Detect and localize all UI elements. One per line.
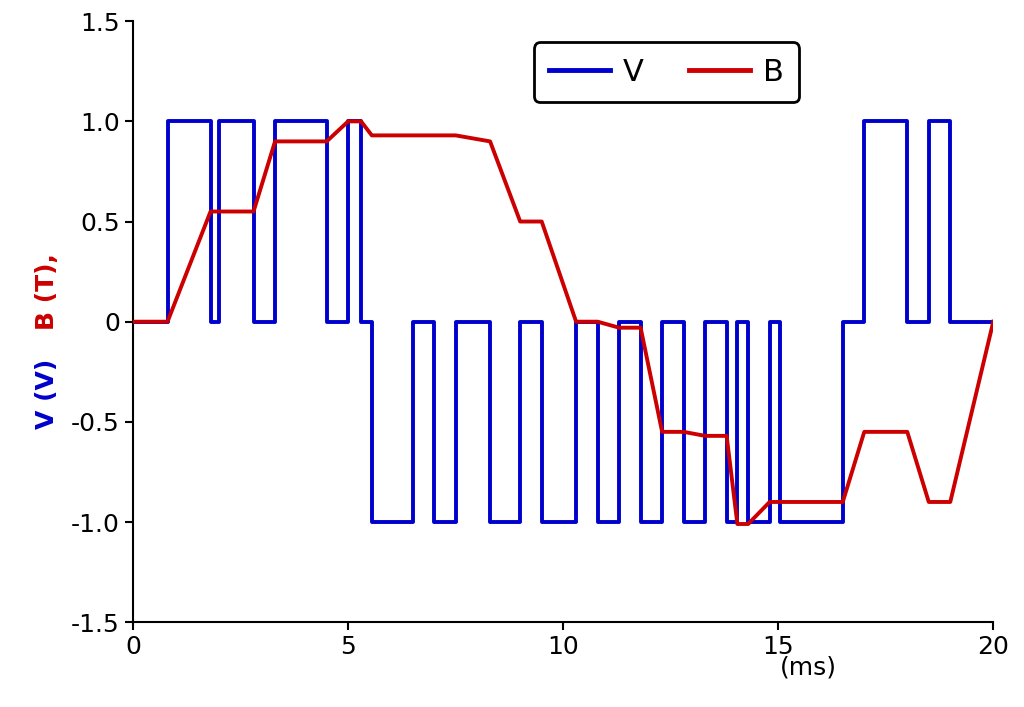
B xyxy=(731,520,743,528)
B xyxy=(613,324,626,332)
B xyxy=(742,520,755,528)
B xyxy=(342,117,354,126)
V xyxy=(366,518,378,526)
B xyxy=(484,137,497,146)
B xyxy=(721,431,733,440)
B xyxy=(987,317,999,326)
B xyxy=(269,137,282,146)
B xyxy=(127,317,139,326)
B xyxy=(592,317,604,326)
B xyxy=(901,428,913,436)
Line: V: V xyxy=(133,122,993,522)
Text: (ms): (ms) xyxy=(780,655,837,679)
V xyxy=(987,317,999,326)
V xyxy=(162,117,174,126)
V xyxy=(213,117,225,126)
B xyxy=(450,132,462,140)
B xyxy=(774,498,786,506)
B xyxy=(514,217,526,226)
B xyxy=(923,498,935,506)
B xyxy=(944,498,956,506)
B xyxy=(656,428,669,436)
B xyxy=(635,324,647,332)
Text: V (V): V (V) xyxy=(35,358,59,429)
B xyxy=(699,431,712,440)
V xyxy=(536,518,548,526)
B xyxy=(321,137,333,146)
B xyxy=(536,217,548,226)
B xyxy=(678,428,690,436)
B xyxy=(162,317,174,326)
V xyxy=(428,518,440,526)
V xyxy=(366,317,378,326)
B xyxy=(837,498,849,506)
B xyxy=(764,498,776,506)
Text: B (T),: B (T), xyxy=(35,253,59,330)
V xyxy=(570,518,583,526)
V xyxy=(127,317,139,326)
B xyxy=(205,207,217,216)
Legend: V, B: V, B xyxy=(535,42,799,102)
B xyxy=(366,132,378,140)
B xyxy=(248,207,260,216)
B xyxy=(858,428,870,436)
B xyxy=(570,317,583,326)
B xyxy=(355,117,368,126)
Line: B: B xyxy=(133,122,993,524)
V xyxy=(774,317,786,326)
